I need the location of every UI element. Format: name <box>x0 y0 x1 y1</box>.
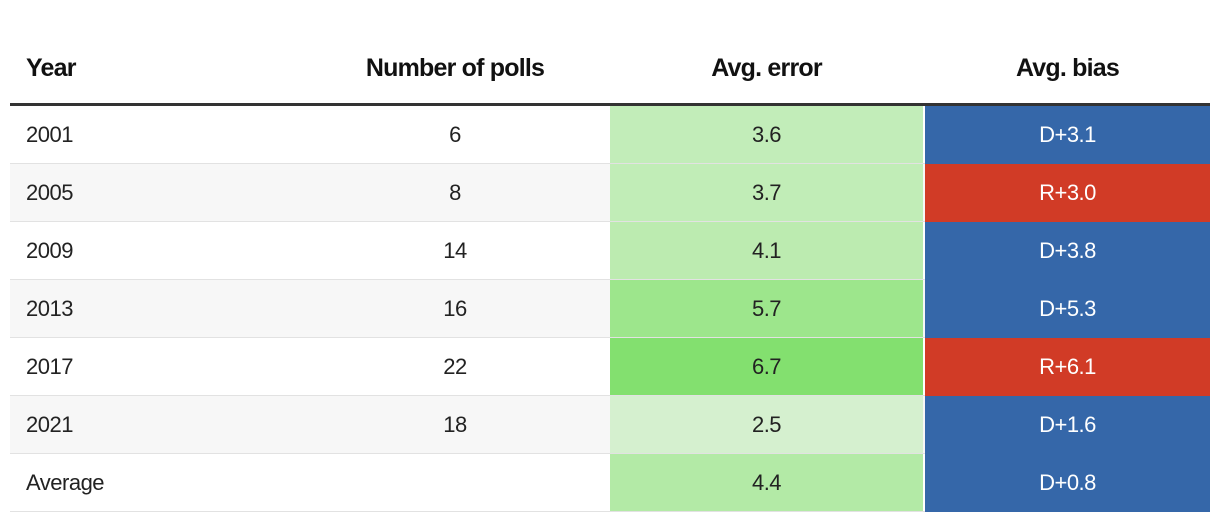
year-cell: Average <box>26 469 105 495</box>
polls-cell: 16 <box>443 295 467 321</box>
year-cell: 2021 <box>26 411 73 437</box>
year-cell: 2013 <box>26 295 73 321</box>
bias-cell: D+3.8 <box>925 222 1210 280</box>
error-cell: 3.7 <box>610 164 923 221</box>
column-header: Year <box>26 53 76 82</box>
polls-cell: 18 <box>443 411 467 437</box>
error-cell: 4.1 <box>610 222 923 279</box>
bias-cell: R+6.1 <box>925 338 1210 396</box>
column-header: Number of polls <box>365 53 545 82</box>
column-header: Avg. bias <box>1015 53 1120 82</box>
year-cell: 2017 <box>26 353 73 379</box>
polls-cell: 22 <box>443 353 467 379</box>
header-rule <box>10 103 1210 106</box>
bias-cell: D+3.1 <box>925 106 1210 164</box>
column-header: Avg. error <box>711 53 822 82</box>
error-cell: 2.5 <box>610 396 923 453</box>
bias-cell: R+3.0 <box>925 164 1210 222</box>
bias-cell: D+5.3 <box>925 280 1210 338</box>
error-cell: 5.7 <box>610 280 923 337</box>
year-cell: 2001 <box>26 121 73 147</box>
polls-cell: 8 <box>449 179 461 205</box>
error-cell: 6.7 <box>610 338 923 395</box>
error-cell: 3.6 <box>610 106 923 163</box>
year-cell: 2009 <box>26 237 73 263</box>
bias-cell: D+1.6 <box>925 396 1210 454</box>
error-cell: 4.4 <box>610 454 923 511</box>
polls-cell: 6 <box>449 121 461 147</box>
bias-cell: D+0.8 <box>925 454 1210 512</box>
year-cell: 2005 <box>26 179 73 205</box>
polls-cell: 14 <box>443 237 467 263</box>
